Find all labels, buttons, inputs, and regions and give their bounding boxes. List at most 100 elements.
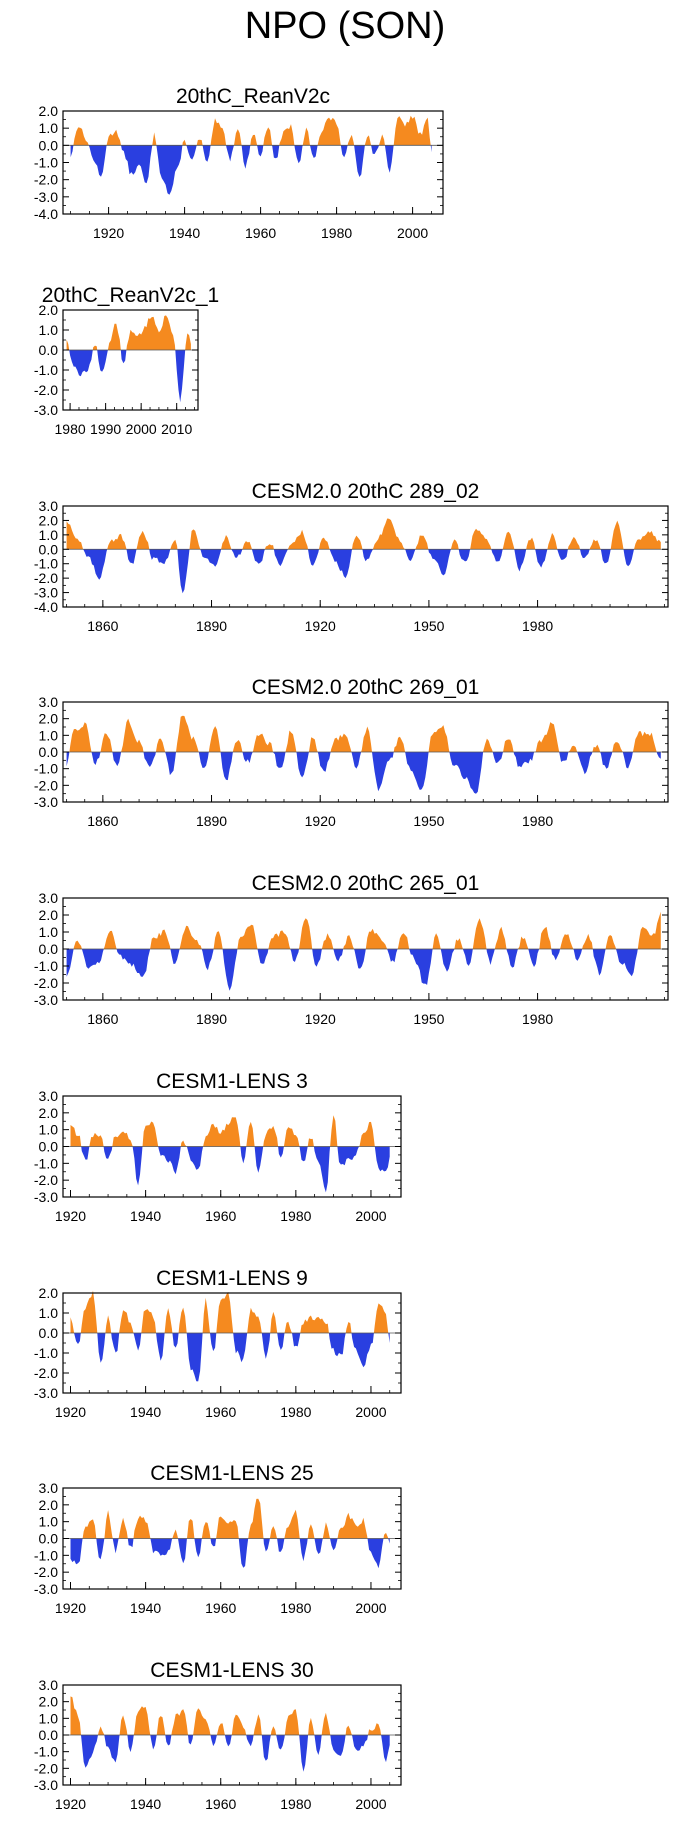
y-tick-label: -3.0 <box>34 794 58 810</box>
y-tick-label: 3.0 <box>39 1480 59 1496</box>
y-tick-label: 3.0 <box>39 1677 59 1693</box>
y-tick-label: 2.0 <box>39 1694 59 1710</box>
y-tick-label: 1.0 <box>39 1514 59 1530</box>
y-tick-label: -1.0 <box>34 761 58 777</box>
y-tick-label: -3.0 <box>34 992 58 1008</box>
y-tick-label: 0.0 <box>39 744 59 760</box>
panel-3: CESM2.0 20thC 289_02 3.02.01.00.0-1.0-2.0… <box>34 480 669 634</box>
x-tick-label: 1990 <box>90 421 121 437</box>
y-tick-label: 1.0 <box>39 1305 59 1321</box>
positive-area <box>66 911 661 949</box>
y-tick-label: 0.0 <box>39 137 59 153</box>
x-tick-label: 1920 <box>55 1600 86 1616</box>
y-tick-label: -1.0 <box>34 362 58 378</box>
y-tick-label: 2.0 <box>39 512 59 528</box>
x-tick-label: 1960 <box>245 225 276 241</box>
x-tick-label: 2000 <box>355 1404 386 1420</box>
y-tick-label: 2.0 <box>39 1285 59 1301</box>
y-tick-label: 3.0 <box>39 890 59 906</box>
negative-area <box>70 1538 390 1569</box>
negative-area <box>66 350 191 403</box>
x-tick-label: 2000 <box>355 1600 386 1616</box>
y-tick-label: -2.0 <box>34 1365 58 1381</box>
y-tick-label: 1.0 <box>39 727 59 743</box>
panel-2: 20thC_ReanV2c_12.0 1.0 0.0 -1.0 -2.0 -3.0 1980… <box>34 284 219 437</box>
y-tick-label: 2.0 <box>39 1105 59 1121</box>
panel-8: CESM1-LENS 25 3.02.01.00.0-1.0-2.0-3.0 192… <box>34 1462 402 1616</box>
x-tick-label: 1960 <box>205 1208 236 1224</box>
y-tick-label: 1.0 <box>39 1710 59 1726</box>
positive-area <box>70 1696 390 1735</box>
y-tick-label: -3.0 <box>34 1777 58 1793</box>
y-tick-label: -3.0 <box>34 1385 58 1401</box>
x-tick-label: 1920 <box>55 1404 86 1420</box>
x-tick-label: 1920 <box>305 813 336 829</box>
x-tick-label: 2000 <box>397 225 428 241</box>
y-tick-label: -1.0 <box>34 958 58 974</box>
x-tick-label: 1950 <box>413 618 444 634</box>
y-tick-label: 0.0 <box>39 1139 59 1155</box>
x-tick-label: 1980 <box>280 1600 311 1616</box>
y-tick-label: 3.0 <box>39 1088 59 1104</box>
y-tick-label: -2.0 <box>34 172 58 188</box>
x-tick-label: 1920 <box>305 1011 336 1027</box>
x-tick-label: 2010 <box>161 421 192 437</box>
y-tick-label: 0.0 <box>39 342 59 358</box>
panel-title: CESM1-LENS 3 <box>156 1070 308 1093</box>
y-tick-label: -2.0 <box>34 1760 58 1776</box>
panel-frame <box>62 110 444 215</box>
y-tick-label: 2.0 <box>39 907 59 923</box>
x-tick-label: 1860 <box>87 618 118 634</box>
x-tick-label: 1920 <box>93 225 124 241</box>
x-tick-label: 1980 <box>522 1011 553 1027</box>
y-tick-label: -3.0 <box>34 1581 58 1597</box>
panel-5: CESM2.0 20thC 265_01 3.02.01.00.0-1.0-2.0… <box>34 872 669 1027</box>
y-tick-label: -2.0 <box>34 1172 58 1188</box>
y-tick-label: -1.0 <box>34 1744 58 1760</box>
x-tick-label: 1860 <box>87 1011 118 1027</box>
x-tick-label: 1980 <box>55 421 86 437</box>
y-tick-label: 0.0 <box>39 1727 59 1743</box>
y-tick-label: -2.0 <box>34 777 58 793</box>
positive-area <box>70 115 432 146</box>
panel-title: 20thC_ReanV2c_1 <box>42 284 219 307</box>
x-tick-label: 1960 <box>205 1600 236 1616</box>
y-tick-label: -4.0 <box>34 206 58 222</box>
y-tick-label: -3.0 <box>34 402 58 418</box>
x-tick-label: 1920 <box>55 1208 86 1224</box>
negative-area <box>70 1146 390 1193</box>
negative-area <box>70 1333 390 1382</box>
x-tick-label: 1980 <box>280 1404 311 1420</box>
panel-title: CESM2.0 20thC 289_02 <box>252 480 480 503</box>
y-tick-label: -1.0 <box>34 1547 58 1563</box>
x-tick-label: 2000 <box>126 421 157 437</box>
positive-area <box>66 518 661 550</box>
y-tick-label: 1.0 <box>39 120 59 136</box>
x-tick-label: 1960 <box>205 1404 236 1420</box>
x-tick-label: 2000 <box>355 1208 386 1224</box>
panel-title: 20thC_ReanV2c <box>176 85 330 108</box>
y-tick-label: 1.0 <box>39 527 59 543</box>
panel-7: CESM1-LENS 9 2.0 1.0 0.0 -1.0 -2.0 -3.0 1920 194… <box>34 1267 402 1420</box>
x-tick-label: 1950 <box>413 1011 444 1027</box>
panel-1: 20thC_ReanV2c 2.01.00.0 -1.0-2.0-3.0-4.0 19… <box>34 85 444 241</box>
y-tick-label: 2.0 <box>39 1497 59 1513</box>
y-tick-label: 0.0 <box>39 1531 59 1547</box>
y-tick-label: 3.0 <box>39 498 59 514</box>
y-tick-label: -3.0 <box>34 585 58 601</box>
y-tick-label: -2.0 <box>34 975 58 991</box>
panel-title: CESM1-LENS 30 <box>150 1659 313 1682</box>
panel-title: CESM1-LENS 9 <box>156 1267 308 1290</box>
y-tick-label: -3.0 <box>34 1189 58 1205</box>
positive-area <box>70 1498 390 1539</box>
y-tick-label: -1.0 <box>34 1345 58 1361</box>
y-tick-label: 2.0 <box>39 302 59 318</box>
x-tick-label: 1940 <box>130 1796 161 1812</box>
y-tick-label: 1.0 <box>39 1122 59 1138</box>
x-tick-label: 1950 <box>413 813 444 829</box>
x-tick-label: 1980 <box>280 1208 311 1224</box>
x-tick-label: 1940 <box>169 225 200 241</box>
y-tick-label: 0.0 <box>39 541 59 557</box>
panel-title: CESM1-LENS 25 <box>150 1462 313 1485</box>
